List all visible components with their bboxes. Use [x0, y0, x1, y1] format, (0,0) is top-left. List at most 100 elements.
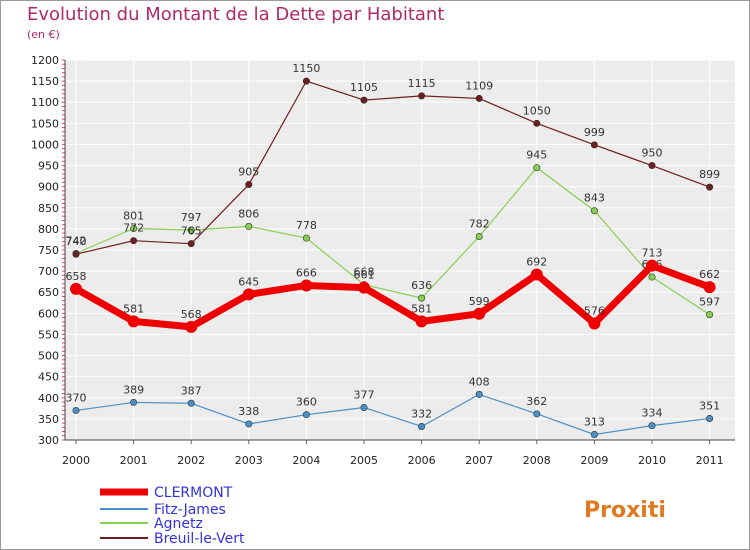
- legend-label: CLERMONT: [154, 485, 233, 501]
- data-point: [415, 315, 428, 328]
- data-point: [187, 240, 195, 248]
- data-point: [185, 320, 198, 333]
- data-label: 765: [181, 225, 202, 238]
- data-point: [475, 390, 483, 398]
- legend-label: Agnetz: [154, 516, 203, 532]
- data-label: 1150: [292, 62, 320, 75]
- data-label: 377: [354, 388, 375, 401]
- data-label: 362: [526, 395, 547, 408]
- x-tick-label: 2010: [638, 454, 666, 467]
- x-tick-label: 2002: [177, 454, 205, 467]
- series-line-fitz-james: [75, 393, 710, 436]
- data-label: 599: [469, 295, 490, 308]
- data-label: 662: [699, 268, 720, 281]
- y-tick-label: 300: [38, 434, 59, 447]
- data-point: [360, 96, 368, 104]
- data-label: 658: [66, 270, 87, 283]
- data-label: 778: [296, 219, 317, 232]
- data-label: 742: [66, 234, 87, 247]
- data-label: 950: [642, 147, 663, 160]
- data-label: 1115: [408, 77, 436, 90]
- y-tick-label: 350: [38, 413, 59, 426]
- data-point: [302, 234, 310, 242]
- x-tick-label: 2011: [696, 454, 724, 467]
- data-point: [418, 294, 426, 302]
- y-tick-label: 800: [38, 223, 59, 236]
- series-line-clermont: [74, 262, 711, 331]
- data-label: 661: [354, 269, 375, 282]
- y-tick-label: 500: [38, 350, 59, 363]
- data-label: 576: [584, 304, 605, 317]
- x-tick-label: 2003: [235, 454, 263, 467]
- data-point: [473, 307, 486, 320]
- x-tick-label: 2007: [465, 454, 493, 467]
- x-tick-label: 2005: [350, 454, 378, 467]
- data-point: [703, 281, 716, 294]
- data-label: 338: [238, 405, 259, 418]
- data-label: 843: [584, 192, 605, 205]
- data-label: 332: [411, 407, 432, 420]
- data-label: 713: [642, 247, 663, 260]
- y-tick-label: 600: [38, 307, 59, 320]
- data-label: 581: [411, 302, 432, 315]
- series-line-breuil-le-vert: [75, 80, 710, 255]
- y-tick-label: 900: [38, 181, 59, 194]
- data-point: [648, 162, 656, 170]
- data-label: 408: [469, 375, 490, 388]
- data-label: 1105: [350, 81, 378, 94]
- data-point: [245, 222, 253, 230]
- legend-label: Breuil-le-Vert: [154, 531, 245, 547]
- data-label: 351: [699, 399, 720, 412]
- data-label: 597: [699, 296, 720, 309]
- data-label: 636: [411, 279, 432, 292]
- data-point: [588, 317, 601, 330]
- data-label: 801: [123, 209, 144, 222]
- data-label: 581: [123, 302, 144, 315]
- data-point: [706, 183, 714, 191]
- data-point: [300, 279, 313, 292]
- data-point: [130, 237, 138, 245]
- data-point: [245, 420, 253, 428]
- series-line-agnetz: [75, 167, 710, 316]
- y-tick-label: 400: [38, 392, 59, 405]
- y-tick-label: 750: [38, 244, 59, 257]
- data-point: [418, 422, 426, 430]
- data-point: [706, 311, 714, 319]
- y-tick-label: 550: [38, 328, 59, 341]
- data-label: 782: [469, 217, 490, 230]
- data-label: 645: [238, 275, 259, 288]
- data-label: 568: [181, 308, 202, 321]
- data-label: 389: [123, 383, 144, 396]
- y-tick-label: 1100: [31, 96, 59, 109]
- data-point: [648, 273, 656, 281]
- y-tick-label: 1050: [31, 117, 59, 130]
- data-label: 999: [584, 126, 605, 139]
- data-label: 797: [181, 211, 202, 224]
- y-tick-label: 1150: [31, 75, 59, 88]
- data-point: [70, 282, 82, 295]
- data-point: [187, 399, 195, 407]
- chart-title: Evolution du Montant de la Dette par Hab…: [27, 4, 445, 25]
- data-point: [360, 403, 368, 411]
- data-label: 1109: [465, 79, 493, 92]
- data-point: [302, 77, 310, 85]
- data-point: [648, 422, 656, 430]
- y-tick-label: 1000: [31, 138, 59, 151]
- data-point: [242, 288, 255, 301]
- data-label: 387: [181, 384, 202, 397]
- data-label: 806: [238, 207, 259, 220]
- data-point: [475, 232, 483, 240]
- y-tick-label: 450: [38, 371, 59, 384]
- data-point: [533, 119, 541, 127]
- data-label: 313: [584, 416, 605, 429]
- data-point: [187, 226, 195, 234]
- data-point: [418, 92, 426, 100]
- data-label: 772: [123, 222, 144, 235]
- x-tick-label: 2000: [62, 454, 90, 467]
- data-point: [72, 406, 80, 414]
- data-label: 740: [66, 235, 87, 248]
- data-label: 945: [526, 149, 547, 162]
- data-point: [533, 164, 541, 172]
- data-label: 899: [699, 168, 720, 181]
- data-point: [245, 181, 253, 189]
